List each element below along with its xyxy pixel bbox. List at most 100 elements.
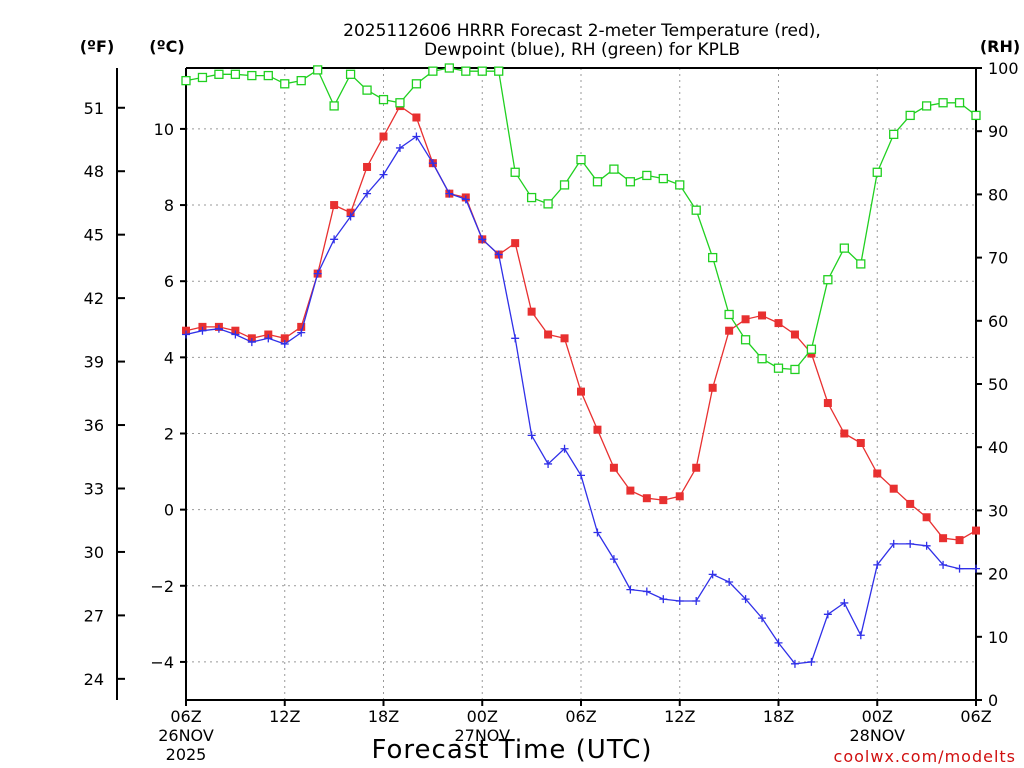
x-date-label: 26NOV xyxy=(158,726,214,745)
temperature-point xyxy=(692,463,701,472)
rh-point xyxy=(247,70,257,81)
fahrenheit-tick-label: 36 xyxy=(84,416,104,435)
rh-point xyxy=(658,173,668,184)
fahrenheit-tick-label: 42 xyxy=(84,289,104,308)
rh-point xyxy=(675,180,685,190)
temperature-point xyxy=(774,319,783,328)
rh-point xyxy=(790,364,800,375)
dewpoint-point xyxy=(609,555,618,564)
x-tick-label: 06Z xyxy=(565,707,596,726)
dewpoint-point xyxy=(511,334,520,343)
rh-point xyxy=(543,199,553,209)
celsius-tick-label: 4 xyxy=(164,348,174,367)
dewpoint-point xyxy=(494,250,503,259)
rh-unit-label: (RH) xyxy=(980,37,1020,56)
dewpoint-point xyxy=(313,269,322,278)
dewpoint-point xyxy=(264,334,273,343)
fahrenheit-tick-label: 24 xyxy=(84,670,104,689)
rh-point xyxy=(395,98,405,108)
temperature-point xyxy=(593,425,602,434)
rh-point xyxy=(872,167,882,177)
rh-point xyxy=(609,164,619,174)
rh-tick-label: 10 xyxy=(988,628,1008,647)
rh-point xyxy=(296,75,306,86)
temperature-point xyxy=(297,322,306,331)
dewpoint-point xyxy=(659,595,668,604)
x-tick-label: 00Z xyxy=(862,707,893,726)
rh-point xyxy=(889,129,899,140)
temperature-point xyxy=(758,311,767,320)
dewpoint-point xyxy=(527,431,536,440)
temperature-point xyxy=(544,330,553,339)
temperature-point xyxy=(560,334,569,343)
celsius-tick-label: −4 xyxy=(150,653,174,672)
rh-tick-label: 50 xyxy=(988,375,1008,394)
chart-title-line1: 2025112606 HRRR Forecast 2-meter Tempera… xyxy=(343,21,821,41)
axes xyxy=(116,67,977,701)
fahrenheit-tick-label: 45 xyxy=(84,226,104,245)
temperature-point xyxy=(330,201,339,210)
rh-tick-label: 20 xyxy=(988,565,1008,584)
tick-labels: 1086420−2−451484542393633302724100908070… xyxy=(84,59,1019,764)
rh-point xyxy=(938,98,948,108)
rh-point xyxy=(510,167,520,177)
rh-tick-label: 90 xyxy=(988,122,1008,141)
series-dewpoint xyxy=(182,132,980,668)
dewpoint-point xyxy=(692,597,701,606)
temperature-point xyxy=(823,399,832,408)
dewpoint-point xyxy=(922,541,931,550)
dewpoint-point xyxy=(708,570,717,579)
rh-point xyxy=(411,79,422,89)
temperature-point xyxy=(626,486,635,495)
rh-point xyxy=(280,79,290,89)
rh-point xyxy=(329,101,339,111)
rh-point xyxy=(839,243,849,253)
rh-point xyxy=(592,177,603,187)
temperature-point xyxy=(642,494,651,503)
rh-tick-label: 0 xyxy=(988,691,998,710)
fahrenheit-unit-label: (ºF) xyxy=(80,37,115,56)
dewpoint-point xyxy=(280,340,289,349)
temperature-point xyxy=(280,334,289,343)
temperature-point xyxy=(675,492,684,501)
rh-point xyxy=(559,180,570,190)
dewpoint-point xyxy=(972,564,980,573)
rh-point xyxy=(823,275,833,285)
celsius-tick-label: 10 xyxy=(154,120,174,139)
rh-tick-label: 40 xyxy=(988,438,1008,457)
temperature-point xyxy=(577,387,585,396)
temperature-point xyxy=(873,469,882,478)
rh-tick-label: 80 xyxy=(988,185,1008,204)
celsius-tick-label: 2 xyxy=(164,424,174,443)
temperature-point xyxy=(609,463,618,472)
temperature-point xyxy=(708,383,717,392)
credit-text: coolwx.com/modelts xyxy=(834,747,1016,766)
dewpoint-point xyxy=(560,444,569,453)
dewpoint-point xyxy=(939,560,948,569)
rh-point xyxy=(642,170,652,181)
temperature-point xyxy=(725,326,734,335)
rh-point xyxy=(494,66,504,76)
rh-point xyxy=(313,65,323,75)
x-tick-label: 12Z xyxy=(269,707,300,726)
x-tick-label: 06Z xyxy=(960,707,991,726)
rh-tick-label: 70 xyxy=(988,249,1008,268)
x-tick-label: 06Z xyxy=(170,707,201,726)
dewpoint-point xyxy=(363,189,372,198)
x-tick-label: 18Z xyxy=(368,707,399,726)
x-date-label: 27NOV xyxy=(454,726,510,745)
chart-title-line2: Dewpoint (blue), RH (green) for KPLB xyxy=(424,40,740,60)
rh-point xyxy=(856,259,866,269)
dewpoint-point xyxy=(873,560,882,569)
rh-point xyxy=(740,335,751,345)
rh-point xyxy=(691,205,701,215)
dewpoint-point xyxy=(577,471,585,480)
temperature-point xyxy=(790,330,799,339)
celsius-tick-label: 8 xyxy=(164,196,174,215)
temperature-point xyxy=(412,113,421,122)
rh-point xyxy=(444,63,454,73)
x-year-label: 2025 xyxy=(166,745,207,764)
temperature-point xyxy=(906,499,915,508)
series-rh xyxy=(181,63,981,375)
dewpoint-point xyxy=(297,328,306,337)
